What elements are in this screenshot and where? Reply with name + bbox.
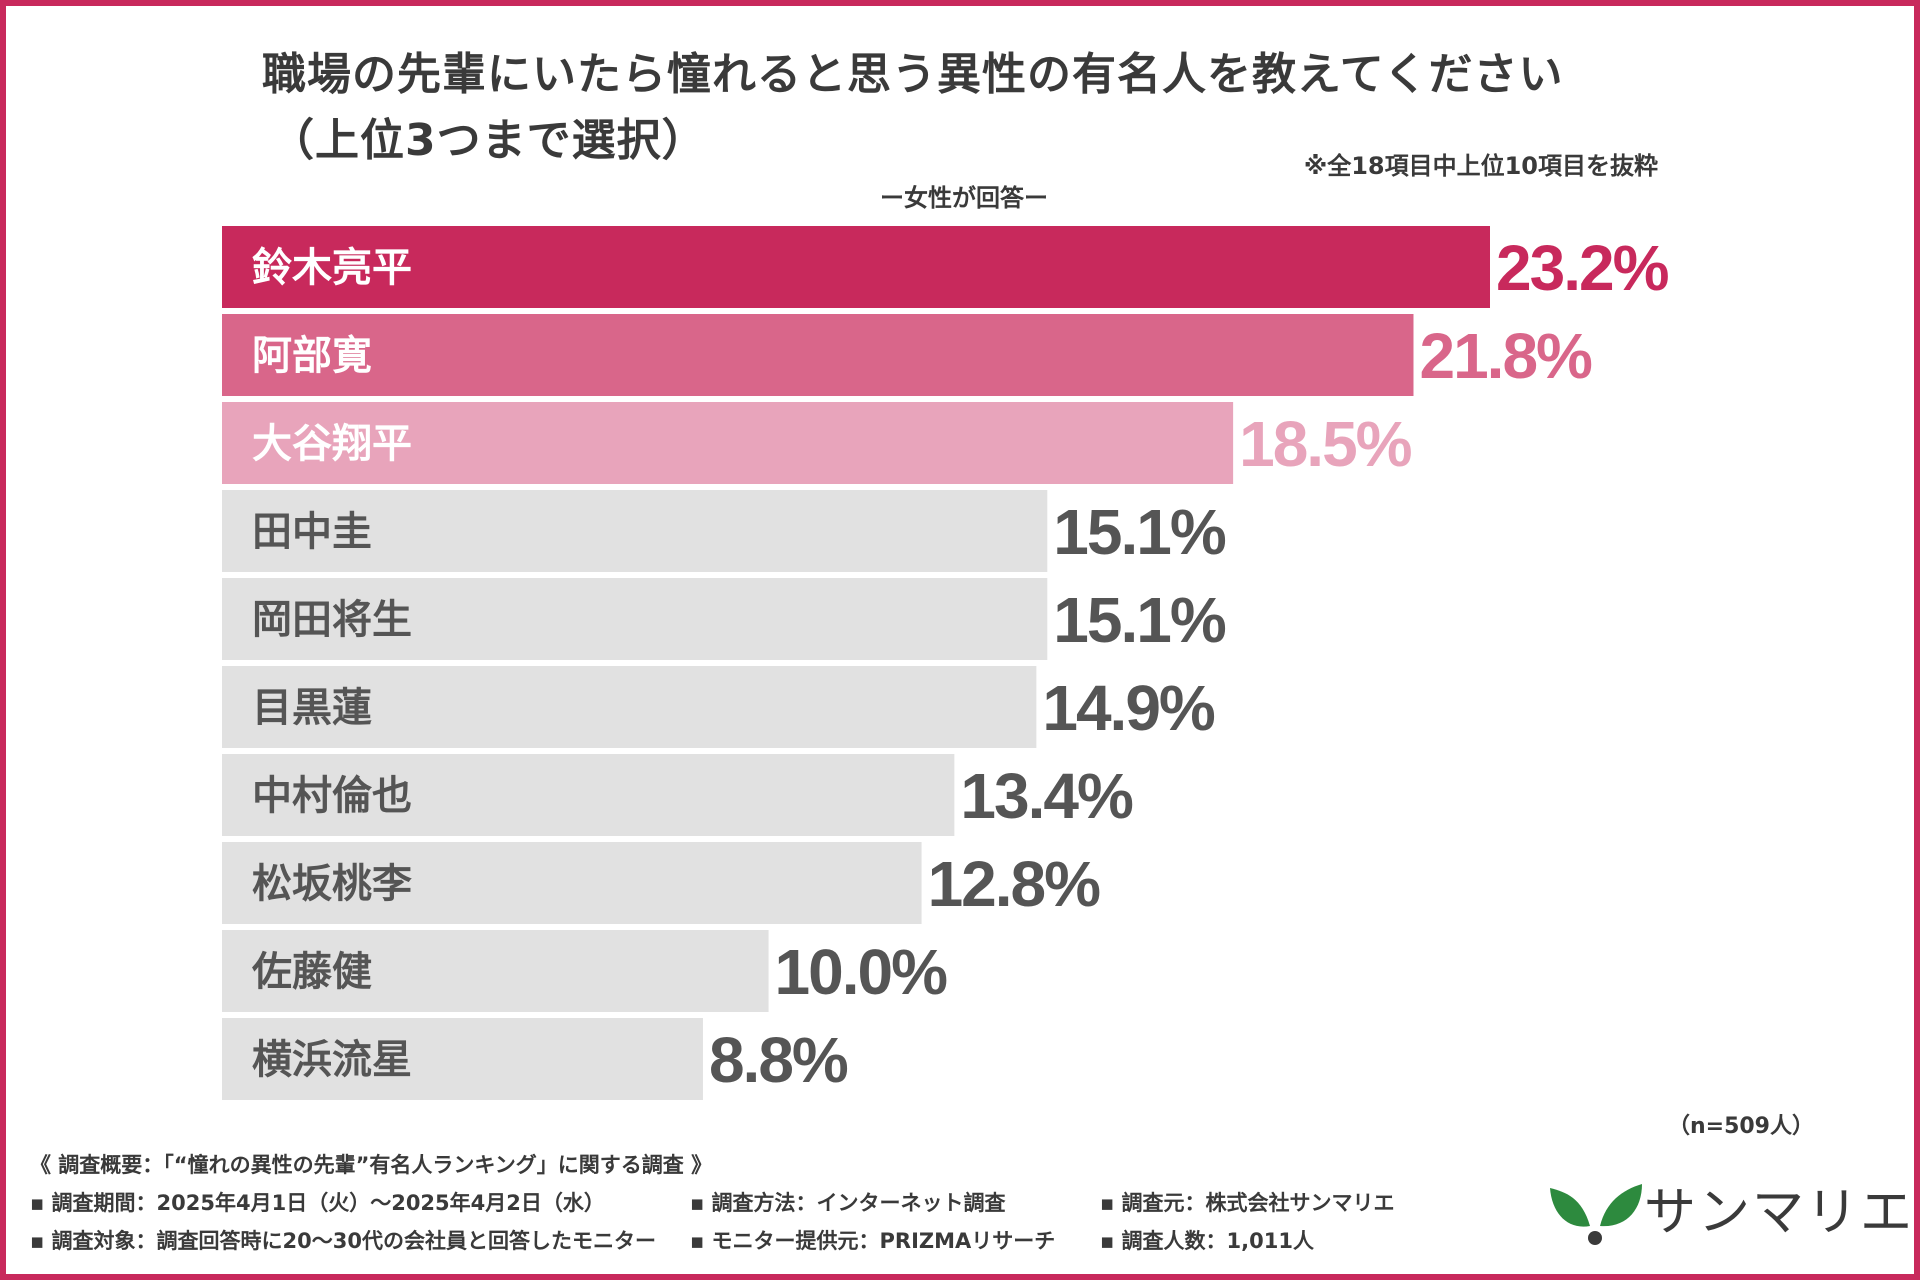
bar-label-5: 岡田将生 — [252, 597, 412, 643]
survey-target: ▪ 調査対象：調査回答時に20～30代の会社員と回答したモニター — [30, 1229, 656, 1253]
value-label-4: 15.1% — [1053, 496, 1226, 568]
excerpt-note: ※全18項目中上位10項目を抜粋 — [1303, 152, 1658, 180]
bar-9 — [222, 930, 769, 1012]
bar-1 — [222, 226, 1490, 308]
bar-4 — [222, 490, 1048, 572]
bar-2 — [222, 314, 1414, 396]
value-label-2: 21.8% — [1419, 320, 1592, 392]
value-label-7: 13.4% — [960, 760, 1133, 832]
bar-label-10: 横浜流星 — [252, 1037, 412, 1083]
bar-label-4: 田中圭 — [252, 509, 372, 555]
bar-label-6: 目黒蓮 — [252, 685, 372, 731]
bar-7 — [222, 754, 955, 836]
bar-label-2: 阿部寛 — [252, 333, 372, 379]
bar-10 — [222, 1018, 703, 1100]
title-line-2: （上位3つまで選択） — [270, 115, 707, 166]
survey-provider: ▪ モニター提供元：PRIZMAリサーチ — [690, 1229, 1056, 1253]
value-label-8: 12.8% — [928, 848, 1101, 920]
value-label-3: 18.5% — [1239, 408, 1412, 480]
bar-3 — [222, 402, 1234, 484]
survey-organizer: ▪ 調査元：株式会社サンマリエ — [1100, 1191, 1395, 1215]
bar-5 — [222, 578, 1048, 660]
bar-label-7: 中村倫也 — [252, 773, 412, 819]
bar-label-8: 松坂桃李 — [252, 861, 412, 907]
value-label-9: 10.0% — [775, 936, 948, 1008]
value-label-1: 23.2% — [1496, 232, 1669, 304]
chart-title: 職場の先輩にいたら憧れると思う異性の有名人を教えてください （上位3つまで選択） — [262, 42, 1742, 174]
survey-heading: 《 調査概要：「“憧れの異性の先輩”有名人ランキング」に関する調査 》 — [30, 1153, 713, 1177]
bar-chart: 鈴木亮平 23.2% 阿部寛 21.8% 大谷翔平 18.5% 田中圭 15.1% 岡田将生 15… — [222, 226, 1671, 1100]
survey-method: ▪ 調査方法：インターネット調査 — [690, 1191, 1006, 1215]
survey-respondents: ▪ 調査人数：1,011人 — [1100, 1229, 1314, 1253]
bar-8 — [222, 842, 922, 924]
survey-overview: 《 調査概要：「“憧れの異性の先輩”有名人ランキング」に関する調査 》 ▪ 調査… — [30, 1146, 1395, 1260]
value-label-5: 15.1% — [1053, 584, 1226, 656]
logo-text: サンマリエ — [1644, 1183, 1915, 1243]
value-label-10: 8.8% — [709, 1024, 848, 1096]
brand-logo: サンマリエ — [1548, 1168, 1912, 1248]
survey-period: ▪ 調査期間：2025年4月1日（火）～2025年4月2日（水） — [30, 1191, 605, 1215]
bar-6 — [222, 666, 1037, 748]
title-line-1: 職場の先輩にいたら憧れると思う異性の有名人を教えてください — [262, 49, 1564, 100]
leaf-logo-icon — [1550, 1184, 1642, 1245]
survey-row-2: ▪ 調査対象：調査回答時に20～30代の会社員と回答したモニター ▪ モニター提供… — [30, 1222, 1395, 1260]
bar-label-9: 佐藤健 — [251, 949, 372, 995]
bar-label-1: 鈴木亮平 — [252, 245, 412, 291]
sample-size: （n=509人） — [1667, 1114, 1814, 1139]
bar-label-3: 大谷翔平 — [252, 421, 412, 467]
chart-subtitle: ー女性が回答ー — [880, 184, 1048, 212]
value-label-6: 14.9% — [1042, 672, 1215, 744]
survey-row-1: ▪ 調査期間：2025年4月1日（火）～2025年4月2日（水） ▪ 調査方法：イ… — [30, 1184, 1395, 1222]
